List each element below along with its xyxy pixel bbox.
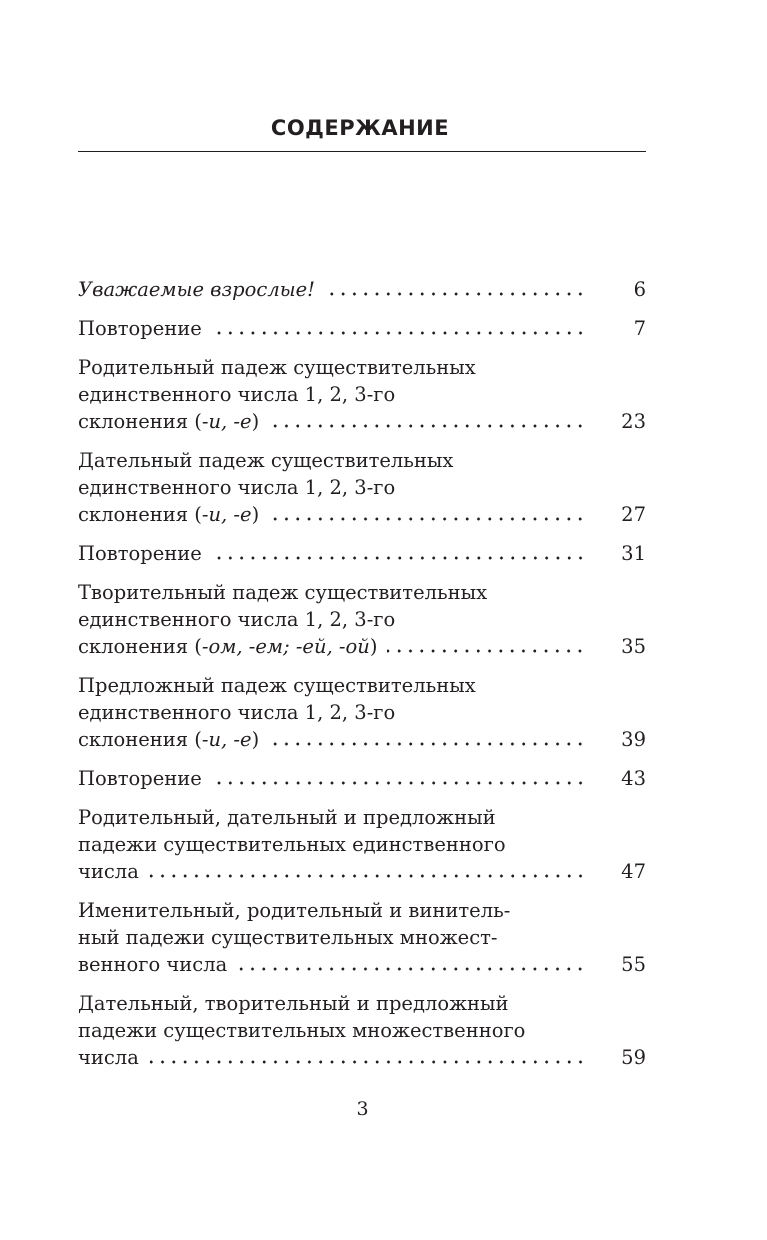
toc-entry-line: единственного числа 1, 2, 3-го [78, 476, 396, 499]
toc-entry-last-line: склонения (-и, -е) 39 [78, 726, 646, 753]
toc-entry-title-end: склонения (-и, -е) [78, 726, 259, 753]
dot-leader [269, 424, 586, 428]
dot-leader [211, 331, 586, 335]
toc-entry-last-line: склонения (-ом, -ем; -ей, -ой) 35 [78, 633, 646, 660]
toc-entry-title-end: склонения (-ом, -ем; -ей, -ой) [78, 633, 377, 660]
text: венного числа [78, 953, 228, 976]
toc-page-number: 55 [621, 953, 646, 976]
page-number: 3 [356, 1098, 369, 1120]
toc-entry: Родительный, дательный и предложный падеж… [78, 804, 646, 885]
toc-page-number: 7 [633, 317, 646, 340]
toc-entry-last-line: числа 47 [78, 858, 646, 885]
dot-leader [269, 742, 586, 746]
italic-text: -ом, -ем; -ей, -ой [201, 635, 370, 658]
table-of-contents: Уважаемые взрослые! 6 Повторение 7 Родительн… [78, 276, 646, 1083]
toc-entry: Родительный падеж существительных единств… [78, 354, 646, 435]
toc-entry-title-end: склонения (-и, -е) [78, 408, 259, 435]
toc-entry-line: Дательный падеж существительных [78, 449, 454, 472]
toc-entry: Дательный, творительный и предложный паде… [78, 990, 646, 1071]
toc-entry-line: единственного числа 1, 2, 3-го [78, 383, 396, 406]
toc-entry-title-end: Повторение [78, 765, 202, 792]
toc-entry: Повторение 43 [78, 765, 646, 792]
toc-entry-line: Творительный падеж существительных [78, 581, 488, 604]
italic-text: Уважаемые взрослые! [78, 278, 315, 301]
toc-page-number: 59 [621, 1046, 646, 1069]
toc-page-number: 23 [621, 410, 646, 433]
toc-entry-line: Дательный, творительный и предложный [78, 992, 509, 1015]
toc-entry: Повторение 7 [78, 315, 646, 342]
text: ) [251, 728, 260, 751]
toc-entry: Дательный падеж существительных единствен… [78, 447, 646, 528]
text: Повторение [78, 542, 202, 565]
toc-entry-title-end: Повторение [78, 315, 202, 342]
italic-text: -и, -е [201, 410, 252, 433]
dot-leader [211, 556, 586, 560]
italic-text: -и, -е [201, 728, 252, 751]
italic-text: -и, -е [201, 503, 252, 526]
toc-page-number: 39 [621, 728, 646, 751]
toc-page-number: 47 [621, 860, 646, 883]
toc-entry-last-line: склонения (-и, -е) 23 [78, 408, 646, 435]
text: Повторение [78, 317, 202, 340]
toc-page-number: 27 [621, 503, 646, 526]
toc-entry-title-end: Уважаемые взрослые! [78, 276, 315, 303]
toc-page-number: 35 [621, 635, 646, 658]
toc-entry: Повторение 31 [78, 540, 646, 567]
toc-entry-last-line: склонения (-и, -е) 27 [78, 501, 646, 528]
toc-entry-line: падежи существительных единственного [78, 833, 506, 856]
toc-entry: Именительный, родительный и винитель-ный… [78, 897, 646, 978]
toc-entry-line: Родительный, дательный и предложный [78, 806, 496, 829]
toc-entry-title-end: числа [78, 858, 139, 885]
toc-entry-last-line: числа 59 [78, 1044, 646, 1071]
dot-leader [269, 517, 586, 521]
toc-page-number: 31 [621, 542, 646, 565]
toc-entry-title-end: Повторение [78, 540, 202, 567]
dot-leader [325, 292, 586, 296]
dot-leader [148, 874, 586, 878]
text: числа [78, 860, 139, 883]
text: ) [251, 503, 260, 526]
page-title: СОДЕРЖАНИЕ [270, 116, 450, 140]
text: склонения ( [78, 503, 202, 526]
title-rule [78, 151, 646, 152]
toc-entry-line: Родительный падеж существительных [78, 356, 476, 379]
toc-entry-line: падежи существительных множественного [78, 1019, 526, 1042]
text: числа [78, 1046, 139, 1069]
toc-entry: Творительный падеж существительных единст… [78, 579, 646, 660]
toc-entry-title-end: числа [78, 1044, 139, 1071]
toc-entry-last-line: венного числа 55 [78, 951, 646, 978]
toc-entry-line: Именительный, родительный и винитель- [78, 899, 511, 922]
toc-entry-last-line: Повторение 31 [78, 540, 646, 567]
toc-entry-line: ный падежи существительных множест- [78, 926, 498, 949]
toc-page-number: 6 [633, 278, 646, 301]
text: ) [251, 410, 260, 433]
dot-leader [211, 781, 586, 785]
text: Повторение [78, 767, 202, 790]
dot-leader [387, 649, 586, 653]
dot-leader [148, 1060, 586, 1064]
toc-entry-last-line: Повторение 43 [78, 765, 646, 792]
toc-entry-line: единственного числа 1, 2, 3-го [78, 701, 396, 724]
toc-entry: Уважаемые взрослые! 6 [78, 276, 646, 303]
toc-entry-title-end: склонения (-и, -е) [78, 501, 259, 528]
toc-entry-last-line: Повторение 7 [78, 315, 646, 342]
toc-entry-title-end: венного числа [78, 951, 227, 978]
toc-entry-last-line: Уважаемые взрослые! 6 [78, 276, 646, 303]
dot-leader [237, 967, 586, 971]
toc-entry: Предложный падеж существительных единстве… [78, 672, 646, 753]
text: ) [369, 635, 378, 658]
toc-entry-line: Предложный падеж существительных [78, 674, 476, 697]
toc-page-number: 43 [621, 767, 646, 790]
text: склонения ( [78, 728, 202, 751]
toc-entry-line: единственного числа 1, 2, 3-го [78, 608, 396, 631]
text: склонения ( [78, 635, 202, 658]
text: склонения ( [78, 410, 202, 433]
